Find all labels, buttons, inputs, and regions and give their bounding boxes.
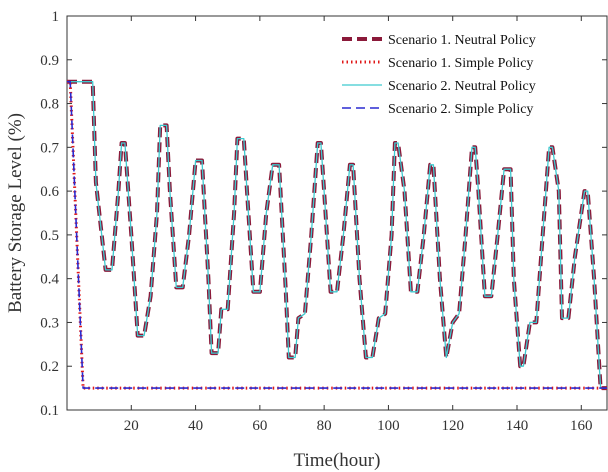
y-tick-label: 0.5: [40, 228, 59, 244]
y-tick-label: 0.4: [40, 272, 59, 288]
y-tick-label: 1: [52, 9, 60, 25]
axis-ticks: 20 40 60 80 100 120 140 160 0.1 0.2 0.3 0.4 0.5 0.6 0.…: [40, 9, 607, 434]
series-line-4: [67, 80, 607, 389]
legend: Scenario 1. Neutral Policy Scenario 1. Si…: [334, 22, 601, 117]
x-tick-label: 80: [317, 418, 332, 434]
x-tick-label: 60: [252, 418, 267, 434]
legend-label: Scenario 1. Simple Policy: [388, 56, 533, 71]
y-axis-label: Battery Storage Level (%): [5, 113, 26, 313]
y-tick-label: 0.1: [40, 403, 59, 419]
x-tick-label: 100: [377, 418, 400, 434]
x-tick-label: 120: [441, 418, 464, 434]
y-tick-label: 0.6: [40, 184, 59, 200]
x-tick-label: 20: [124, 418, 139, 434]
y-tick-label: 0.7: [40, 140, 59, 156]
legend-label: Scenario 2. Neutral Policy: [388, 79, 536, 94]
x-axis-label: Time(hour): [294, 450, 381, 471]
x-tick-label: 40: [188, 418, 203, 434]
legend-label: Scenario 1. Neutral Policy: [388, 33, 536, 48]
legend-label: Scenario 2. Simple Policy: [388, 102, 533, 117]
series-line-3: [67, 81, 607, 389]
x-tick-label: 140: [506, 418, 529, 434]
y-tick-label: 0.9: [40, 53, 59, 69]
y-tick-label: 0.8: [40, 97, 59, 113]
y-tick-label: 0.2: [40, 359, 59, 375]
x-tick-label: 160: [570, 418, 593, 434]
y-tick-label: 0.3: [40, 315, 59, 331]
series-line-2: [67, 80, 607, 390]
series-lines: [67, 79, 607, 391]
